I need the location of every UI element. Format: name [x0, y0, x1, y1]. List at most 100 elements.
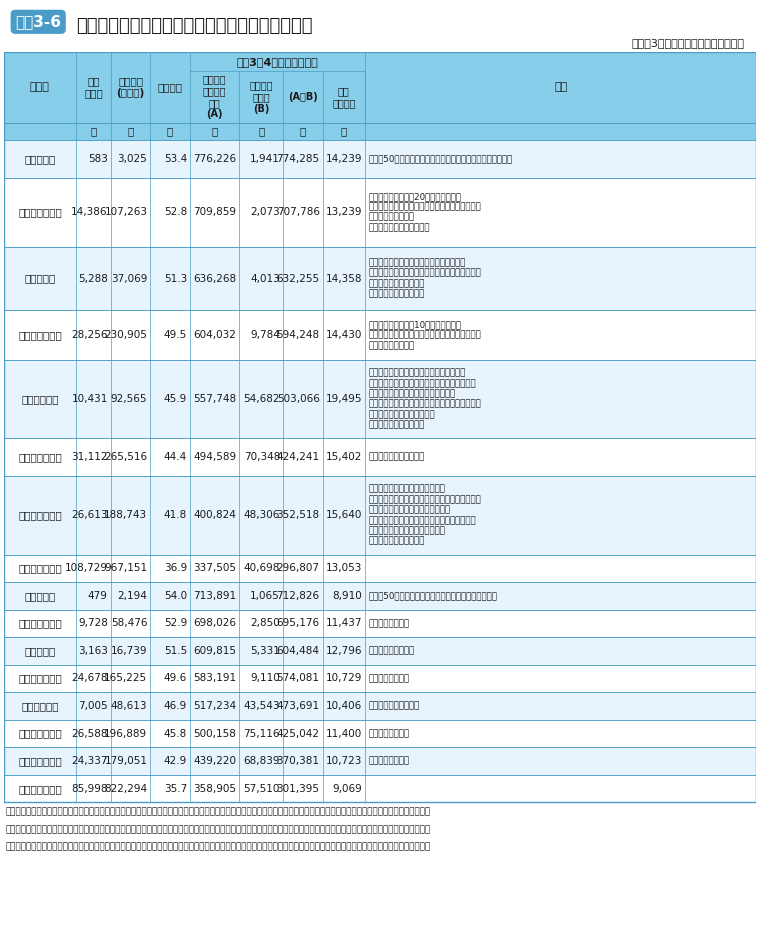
Text: 技　術　課　長: 技 術 課 長	[18, 673, 62, 683]
Bar	[4, 747, 756, 775]
Text: 円: 円	[340, 126, 347, 136]
Text: 45.8: 45.8	[163, 728, 187, 739]
Text: 構成員50人以上の支店（社）の長（取締役兼任者を除く。）: 構成員50人以上の支店（社）の長（取締役兼任者を除く。）	[368, 154, 512, 164]
Text: 10,729: 10,729	[326, 673, 363, 683]
Text: 40,698: 40,698	[244, 563, 280, 573]
Text: 188,743: 188,743	[104, 510, 147, 520]
Text: 5,331: 5,331	[250, 646, 280, 656]
Text: 967,151: 967,151	[104, 563, 147, 573]
Text: 歳: 歳	[167, 126, 173, 136]
Text: 調査人員
(復元後): 調査人員 (復元後)	[116, 76, 144, 98]
Text: 2,073: 2,073	[250, 207, 280, 217]
Text: 5,288: 5,288	[78, 274, 108, 284]
Text: 776,226: 776,226	[193, 154, 236, 164]
Text: 337,505: 337,505	[194, 563, 236, 573]
Text: (A－B): (A－B)	[288, 92, 318, 102]
Text: 15,640: 15,640	[326, 510, 363, 520]
Text: 68,839: 68,839	[243, 756, 280, 766]
Text: 円: 円	[211, 126, 218, 136]
Text: 備考: 備考	[554, 82, 567, 92]
Text: 583: 583	[88, 154, 108, 164]
Text: 事務課長代理に同じ。: 事務課長代理に同じ。	[368, 701, 420, 711]
Text: 57,510: 57,510	[244, 784, 280, 793]
Text: 52.9: 52.9	[163, 619, 187, 629]
Text: 上記課長に事故等のあるときの職務代行者
課長に直属し部下に係長等の役職者を有する者
課長に直属し部下４人以上を有する者
職能資格等が上記課長代理と同等と認められ: 上記課長に事故等のあるときの職務代行者 課長に直属し部下に係長等の役職者を有する…	[368, 368, 481, 430]
Text: 107,263: 107,263	[104, 207, 147, 217]
Text: 14,239: 14,239	[326, 154, 363, 164]
Text: 平均年齢: 平均年齢	[157, 82, 182, 92]
Bar	[4, 476, 756, 555]
Text: 301,395: 301,395	[277, 784, 320, 793]
Text: 479: 479	[88, 591, 108, 601]
Text: ２　「中間職（課長－係長間）」とは、課長と係長の両方がいる場合で、役職、職能資格又は給与上の等級（格付）から職責が課長と係長の間に位置付けられる者をいう。: ２ 「中間職（課長－係長間）」とは、課長と係長の両方がいる場合で、役職、職能資格…	[6, 825, 431, 834]
Text: 構成員50人以上の工場の長（取締役兼任者を除く。）: 構成員50人以上の工場の長（取締役兼任者を除く。）	[368, 591, 497, 601]
Text: 604,032: 604,032	[194, 330, 236, 340]
Text: ２係以上又は構成員10人以上の課の長
職能資格等が上記課の長と同等と認められる課の
長及び課長級専門職: ２係以上又は構成員10人以上の課の長 職能資格等が上記課の長と同等と認められる課…	[368, 321, 481, 350]
Text: ２課以上又は構成員20人以上の部の長
職能資格等が上記部の長と同等と認められる部の
長及び部長級専門職
（取締役兼任者を除く。）: ２課以上又は構成員20人以上の部の長 職能資格等が上記部の長と同等と認められる部…	[368, 192, 481, 232]
Bar	[4, 246, 756, 310]
Text: 500,158: 500,158	[194, 728, 236, 739]
Text: 16,739: 16,739	[111, 646, 147, 656]
Text: 574,081: 574,081	[277, 673, 320, 683]
Text: 技術部次長: 技術部次長	[24, 646, 55, 656]
Text: 92,565: 92,565	[111, 394, 147, 404]
Text: 14,430: 14,430	[326, 330, 363, 340]
Text: 10,431: 10,431	[71, 394, 108, 404]
Text: 26,588: 26,588	[71, 728, 108, 739]
Text: 108,729: 108,729	[65, 563, 108, 573]
Text: 技　術　部　長: 技 術 部 長	[18, 619, 62, 629]
Text: 604,484: 604,484	[277, 646, 320, 656]
Text: 698,026: 698,026	[194, 619, 236, 629]
Text: （令和3年職種別民間給与実態調査）: （令和3年職種別民間給与実態調査）	[632, 39, 745, 48]
Text: 事　務　係　長: 事 務 係 長	[18, 452, 62, 462]
Text: （注）　１　「中間職（部長－課長間）」とは、部長と課長の両方がいる場合で、役職、職能資格又は給与上の等級（格付）から職責が部長と課長の間に位置付けられる者をいう: （注） １ 「中間職（部長－課長間）」とは、部長と課長の両方がいる場合で、役職、…	[6, 807, 431, 817]
Text: 11,437: 11,437	[326, 619, 363, 629]
Text: 713,891: 713,891	[193, 591, 236, 601]
Text: 円: 円	[299, 126, 306, 136]
Text: 51.5: 51.5	[163, 646, 187, 656]
Text: 1,065: 1,065	[250, 591, 280, 601]
Text: 9,110: 9,110	[250, 673, 280, 683]
Text: 370,381: 370,381	[277, 756, 320, 766]
Text: 58,476: 58,476	[111, 619, 147, 629]
Text: 事務係長に同じ。: 事務係長に同じ。	[368, 729, 409, 738]
Text: 15,402: 15,402	[326, 452, 363, 462]
Text: 42.9: 42.9	[163, 756, 187, 766]
Text: 3,163: 3,163	[78, 646, 108, 656]
Text: 技　術　係　長: 技 術 係 長	[18, 728, 62, 739]
Bar	[4, 665, 756, 692]
Text: ３　「中間職（係長－係員間）」とは、係長と係員の両方がいる場合で、役職、職能資格又は給与上の等級（格付）から職責が係長と係員の間に位置付けられる者をいう。: ３ 「中間職（係長－係員間）」とは、係長と係員の両方がいる場合で、役職、職能資格…	[6, 843, 431, 852]
Text: 400,824: 400,824	[194, 510, 236, 520]
Text: 8,910: 8,910	[332, 591, 363, 601]
Text: 26,613: 26,613	[71, 510, 108, 520]
Text: 49.5: 49.5	[163, 330, 187, 340]
Bar	[4, 438, 756, 476]
Text: 上記部長に事故等のあるときの職務代行者
職能資格等が上記部の長と同等と認められる部の
次長及び部次長級専門職
中間職（部長－課長間）: 上記部長に事故等のあるときの職務代行者 職能資格等が上記部の長と同等と認められる…	[368, 258, 481, 299]
Text: 774,285: 774,285	[277, 154, 320, 164]
Bar	[4, 637, 756, 665]
Text: 係長等のいる事業所における主任
係長等のいない事業所における主任のうち、課長
代理以上に直属し、部下を有する者
係長等のいない事業所において、職能資格等が
上記: 係長等のいる事業所における主任 係長等のいない事業所における主任のうち、課長 代…	[368, 485, 481, 545]
Text: 技　術　主　任: 技 術 主 任	[18, 756, 62, 766]
Text: 12,796: 12,796	[326, 646, 363, 656]
Text: 令和3年4月分平均支給額: 令和3年4月分平均支給額	[236, 56, 318, 67]
Text: 230,905: 230,905	[104, 330, 147, 340]
Text: 75,116: 75,116	[243, 728, 280, 739]
Bar	[4, 582, 756, 610]
Text: 2,194: 2,194	[118, 591, 147, 601]
Bar	[4, 610, 756, 637]
Text: 36.9: 36.9	[163, 563, 187, 573]
Bar	[4, 692, 756, 720]
Text: 179,051: 179,051	[104, 756, 147, 766]
Text: 43,543: 43,543	[243, 701, 280, 711]
Text: 424,241: 424,241	[277, 452, 320, 462]
Text: 265,516: 265,516	[104, 452, 147, 462]
Text: 165,225: 165,225	[104, 673, 147, 683]
Text: 48,306: 48,306	[244, 510, 280, 520]
Text: 10,406: 10,406	[326, 701, 363, 711]
Text: 事　務　係　員: 事 務 係 員	[18, 563, 62, 573]
Bar	[4, 775, 756, 803]
Text: 9,728: 9,728	[78, 619, 108, 629]
Text: 24,678: 24,678	[71, 673, 108, 683]
Text: 事　務　主　任: 事 務 主 任	[18, 510, 62, 520]
Bar	[4, 720, 756, 747]
